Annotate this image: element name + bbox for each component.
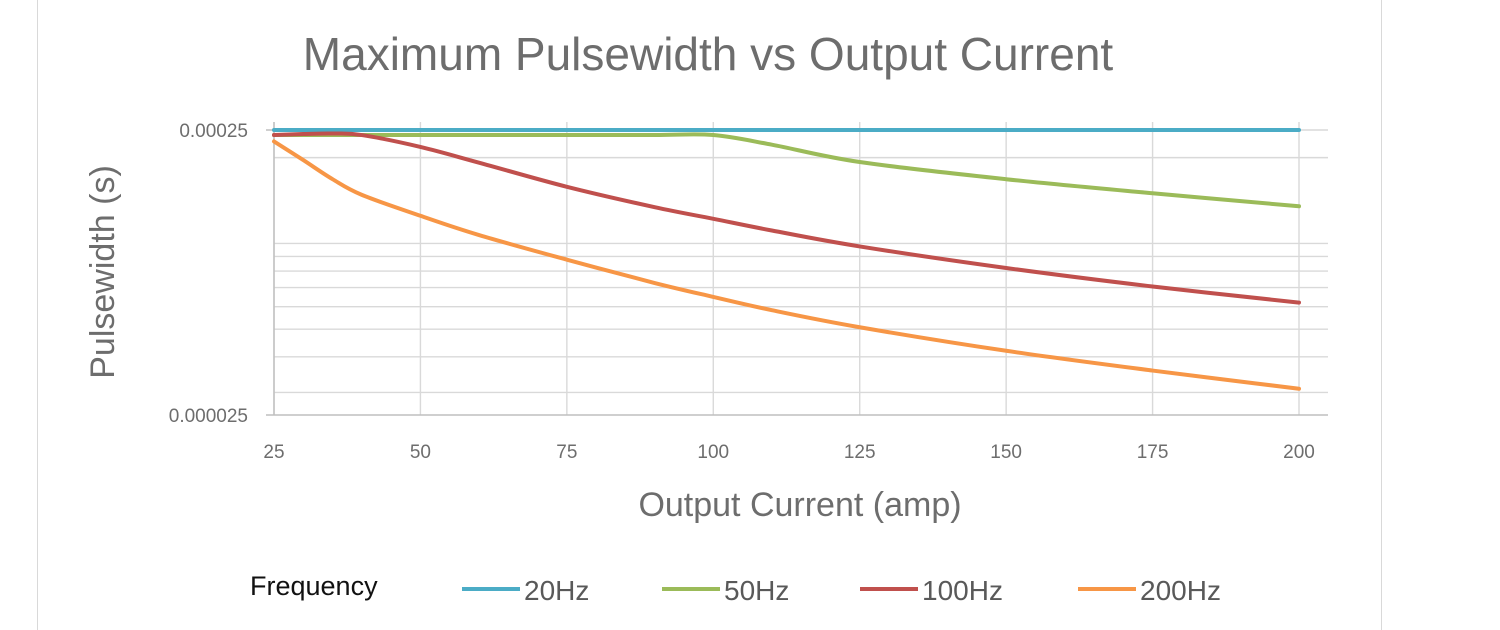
y-tick-label: 0.00025 (179, 121, 248, 142)
x-tick-label: 100 (697, 442, 729, 463)
x-tick-label: 175 (1137, 442, 1169, 463)
x-tick-label: 50 (410, 442, 431, 463)
y-axis-title: Pulsewidth (s) (84, 165, 122, 379)
series-line-200hz (272, 139, 1301, 391)
legend-label-200hz: 200Hz (1140, 575, 1221, 606)
legend-label-100hz: 100Hz (922, 575, 1003, 606)
legend-title: Frequency (250, 571, 378, 601)
series-line-100hz (272, 131, 1301, 305)
x-axis-title: Output Current (amp) (638, 486, 961, 524)
right-border-line (1381, 0, 1382, 630)
series-line-50hz (272, 132, 1301, 209)
y-tick-label: 0.000025 (169, 406, 248, 427)
left-border-line (37, 0, 38, 630)
x-tick-label: 75 (556, 442, 577, 463)
x-tick-label: 200 (1283, 442, 1315, 463)
chart-title: Maximum Pulsewidth vs Output Current (303, 28, 1114, 80)
y-gridlines (274, 129, 1328, 394)
legend-label-50hz: 50Hz (724, 575, 789, 606)
tick-labels: 25 50 75 100 125 150 175 200 0.000025 0.00025 (169, 121, 1315, 463)
series-lines (272, 127, 1301, 391)
x-tick-label: 150 (990, 442, 1022, 463)
legend-label-20hz: 20Hz (524, 575, 589, 606)
legend: Frequency 20Hz 50Hz 100Hz 200Hz (250, 571, 1221, 606)
x-tick-label: 25 (263, 442, 284, 463)
x-tick-label: 125 (844, 442, 876, 463)
